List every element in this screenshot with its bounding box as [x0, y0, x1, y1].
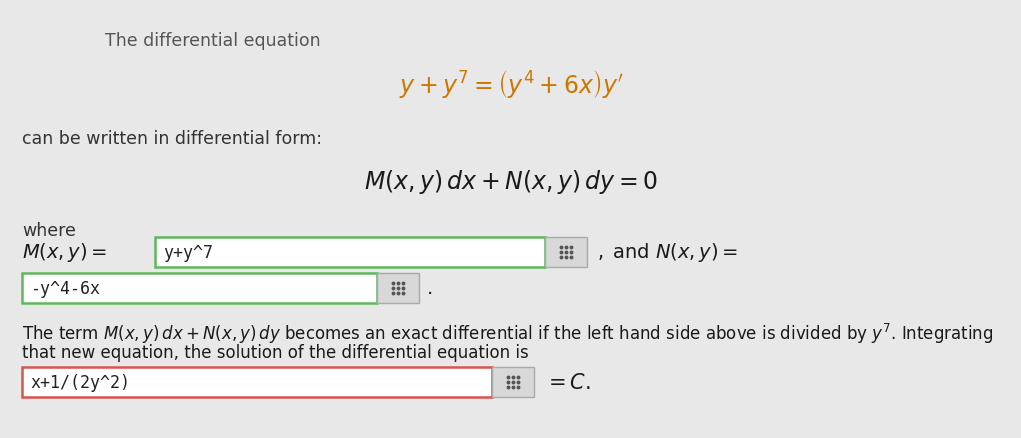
- Text: $,\;$and $N(x, y) =$: $,\;$and $N(x, y) =$: [597, 241, 738, 264]
- Text: x+1/(2y^2): x+1/(2y^2): [30, 373, 130, 391]
- Text: $= C.$: $= C.$: [544, 372, 590, 392]
- FancyBboxPatch shape: [545, 237, 587, 267]
- Text: $y + y^7 = \left(y^4 + 6x\right) y'$: $y + y^7 = \left(y^4 + 6x\right) y'$: [398, 68, 624, 100]
- Text: can be written in differential form:: can be written in differential form:: [22, 130, 322, 148]
- Text: -y^4-6x: -y^4-6x: [30, 279, 100, 297]
- FancyBboxPatch shape: [22, 273, 377, 303]
- Text: The term $M(x, y)\,dx + N(x, y)\,dy$ becomes an exact differential if the left h: The term $M(x, y)\,dx + N(x, y)\,dy$ bec…: [22, 321, 993, 345]
- FancyBboxPatch shape: [22, 367, 492, 397]
- Text: that new equation, the solution of the differential equation is: that new equation, the solution of the d…: [22, 343, 529, 361]
- Text: where: where: [22, 222, 76, 240]
- Text: $M(x, y)\,dx + N(x, y)\,dy = 0$: $M(x, y)\,dx + N(x, y)\,dy = 0$: [363, 168, 659, 195]
- Text: y+y^7: y+y^7: [163, 244, 213, 261]
- FancyBboxPatch shape: [492, 367, 534, 397]
- FancyBboxPatch shape: [377, 273, 419, 303]
- Text: The differential equation: The differential equation: [105, 32, 321, 50]
- Text: .: .: [427, 279, 433, 298]
- FancyBboxPatch shape: [155, 237, 545, 267]
- Text: $M(x, y) =$: $M(x, y) =$: [22, 241, 107, 264]
